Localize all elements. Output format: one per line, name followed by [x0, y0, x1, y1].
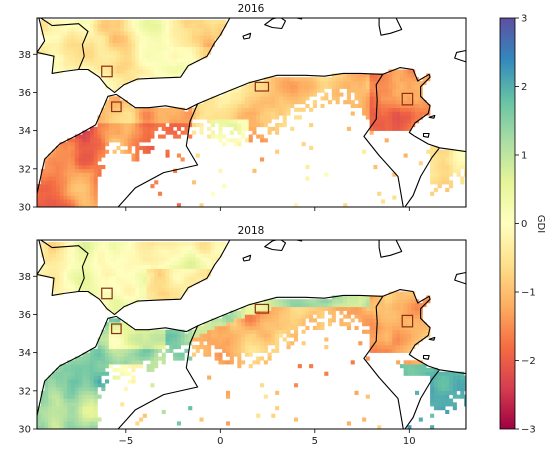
colorbar-tick-label: 0	[521, 219, 527, 230]
x-axis-ticks	[125, 207, 410, 211]
coastline-path	[37, 289, 466, 429]
colorbar-label: GDI	[535, 215, 546, 233]
y-tick-label: 30	[18, 425, 31, 436]
gdi-raster	[37, 241, 466, 429]
y-tick-label: 38	[18, 50, 31, 61]
coastline-path	[264, 240, 287, 252]
map-panel-2016: 2016 30 32 34 36 38	[18, 3, 467, 214]
colorbar-gradient	[499, 17, 516, 430]
coastline	[37, 240, 466, 429]
coastline	[37, 18, 466, 207]
coastline-path	[378, 240, 403, 258]
map-frame	[36, 239, 467, 430]
y-tick-label: 36	[18, 310, 31, 321]
border-path	[363, 296, 404, 429]
y-tick-label: 34	[18, 126, 31, 137]
y-tick-label: 34	[18, 348, 31, 359]
y-tick-label: 36	[18, 88, 31, 99]
study-site-box	[111, 323, 122, 335]
coastline-path	[422, 354, 430, 360]
coastline-path	[428, 336, 436, 341]
study-site-box	[101, 65, 113, 78]
colorbar-tick-label: −3	[521, 425, 536, 436]
study-site-box	[254, 303, 270, 314]
study-site-box	[111, 101, 122, 113]
study-site-box	[254, 81, 270, 92]
border-path	[404, 147, 440, 207]
coastline-path	[454, 49, 466, 63]
panel-title: 2016	[238, 3, 265, 15]
colorbar-tick-label: −2	[521, 356, 536, 367]
site-boxes	[101, 287, 414, 335]
border-path	[117, 103, 199, 207]
colorbar: 3 2 1 0 −1 −2 −3 GDI	[499, 14, 546, 436]
site-boxes	[101, 65, 414, 113]
map-panel-2018: 2018 30 32 34 36 38 −5 0 5 10	[18, 225, 467, 447]
x-tick-label: 10	[403, 436, 416, 447]
gdi-raster	[37, 19, 466, 207]
y-tick-label: 32	[18, 164, 31, 175]
panel-title: 2018	[238, 225, 265, 237]
coastline-path	[422, 132, 430, 138]
border-path	[40, 18, 89, 70]
coastline-path	[242, 254, 252, 262]
border-path	[117, 325, 199, 429]
x-tick-label: 0	[217, 436, 223, 447]
study-site-box	[101, 287, 113, 300]
coastline-path	[428, 114, 436, 119]
coastline-path	[454, 271, 466, 285]
map-frame	[36, 17, 467, 208]
y-axis: 30 32 34 36 38	[18, 272, 37, 436]
x-tick-label: 5	[312, 436, 318, 447]
coastline-path	[37, 67, 466, 207]
coastline-path	[242, 32, 252, 40]
border-path	[404, 369, 440, 429]
coastline-path	[37, 18, 231, 94]
study-site-box	[401, 92, 414, 106]
colorbar-tick-label: −1	[521, 288, 536, 299]
coastline-path	[378, 18, 403, 36]
y-tick-label: 38	[18, 272, 31, 283]
colorbar-tick-label: 1	[521, 151, 527, 162]
coastline-path	[37, 240, 231, 316]
x-tick-label: −5	[118, 436, 133, 447]
border-path	[363, 74, 404, 207]
colorbar-tick-label: 3	[521, 14, 527, 25]
x-axis: −5 0 5 10	[118, 429, 416, 447]
coastline-path	[264, 18, 287, 30]
border-path	[40, 240, 89, 292]
colorbar-tick-label: 2	[521, 82, 527, 93]
y-tick-label: 30	[18, 203, 31, 214]
study-site-box	[401, 314, 414, 328]
y-axis: 30 32 34 36 38	[18, 50, 37, 214]
y-tick-label: 32	[18, 386, 31, 397]
